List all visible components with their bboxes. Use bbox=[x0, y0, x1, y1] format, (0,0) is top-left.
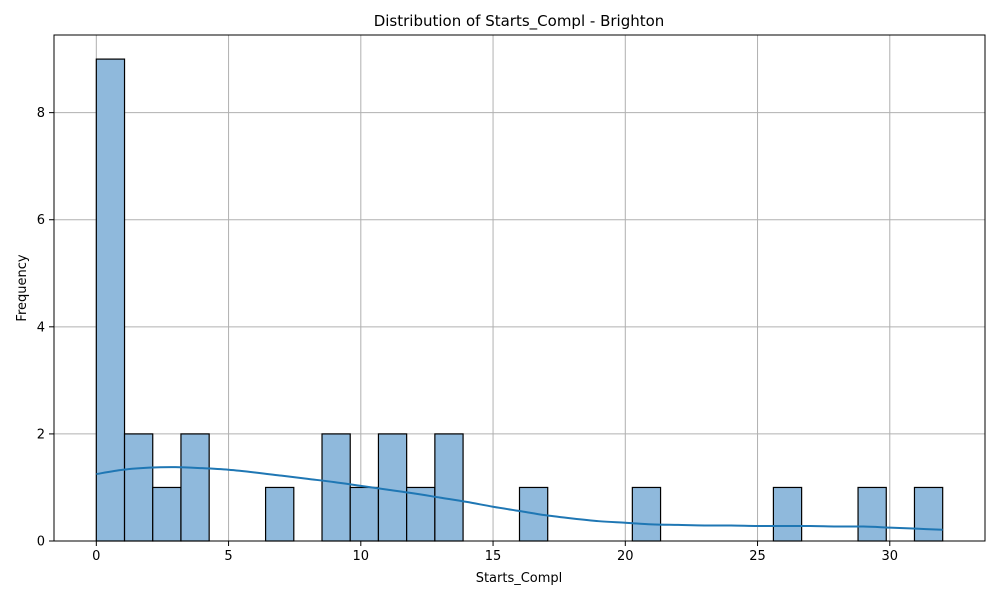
bars-layer bbox=[95, 58, 944, 542]
x-tick-label: 30 bbox=[882, 549, 899, 564]
y-tick-label: 0 bbox=[37, 535, 45, 550]
x-tick-label: 10 bbox=[353, 549, 370, 564]
y-tick-label: 2 bbox=[37, 427, 45, 442]
histogram-bar-11 bbox=[406, 486, 436, 542]
histogram-bar-10 bbox=[377, 433, 408, 542]
histogram-bar-12 bbox=[434, 433, 464, 542]
x-tick-label: 0 bbox=[92, 549, 100, 564]
x-axis: 0 5 10 15 20 25 30 bbox=[92, 541, 898, 564]
x-axis-label: Starts_Compl bbox=[476, 571, 563, 586]
histogram-bar-19 bbox=[631, 486, 662, 542]
x-tick-label: 25 bbox=[749, 549, 766, 564]
histogram-bar-1 bbox=[123, 433, 154, 542]
plot-frame bbox=[53, 34, 986, 542]
x-tick-label: 5 bbox=[224, 549, 232, 564]
chart-title: Distribution of Starts_Compl - Brighton bbox=[374, 12, 665, 31]
grid-layer bbox=[54, 35, 985, 542]
y-axis: 0 2 4 6 8 bbox=[37, 106, 54, 550]
histogram-bar-24 bbox=[772, 486, 803, 542]
histogram-bar-27 bbox=[857, 486, 887, 542]
y-tick-label: 8 bbox=[37, 106, 45, 121]
kde-layer bbox=[96, 466, 943, 531]
histogram-bar-0 bbox=[95, 58, 126, 542]
histogram-bar-3 bbox=[180, 433, 210, 542]
histogram-bar-2 bbox=[152, 486, 182, 542]
y-tick-label: 6 bbox=[37, 213, 45, 228]
y-axis-label: Frequency bbox=[15, 254, 30, 321]
x-tick-label: 20 bbox=[617, 549, 634, 564]
kde-curve bbox=[96, 466, 943, 531]
y-tick-label: 4 bbox=[37, 320, 45, 335]
x-tick-label: 15 bbox=[485, 549, 502, 564]
histogram-bar-6 bbox=[264, 486, 295, 542]
histogram-bar-29 bbox=[913, 486, 944, 542]
histogram-bar-9 bbox=[349, 486, 380, 542]
histogram-bar-8 bbox=[321, 433, 351, 542]
